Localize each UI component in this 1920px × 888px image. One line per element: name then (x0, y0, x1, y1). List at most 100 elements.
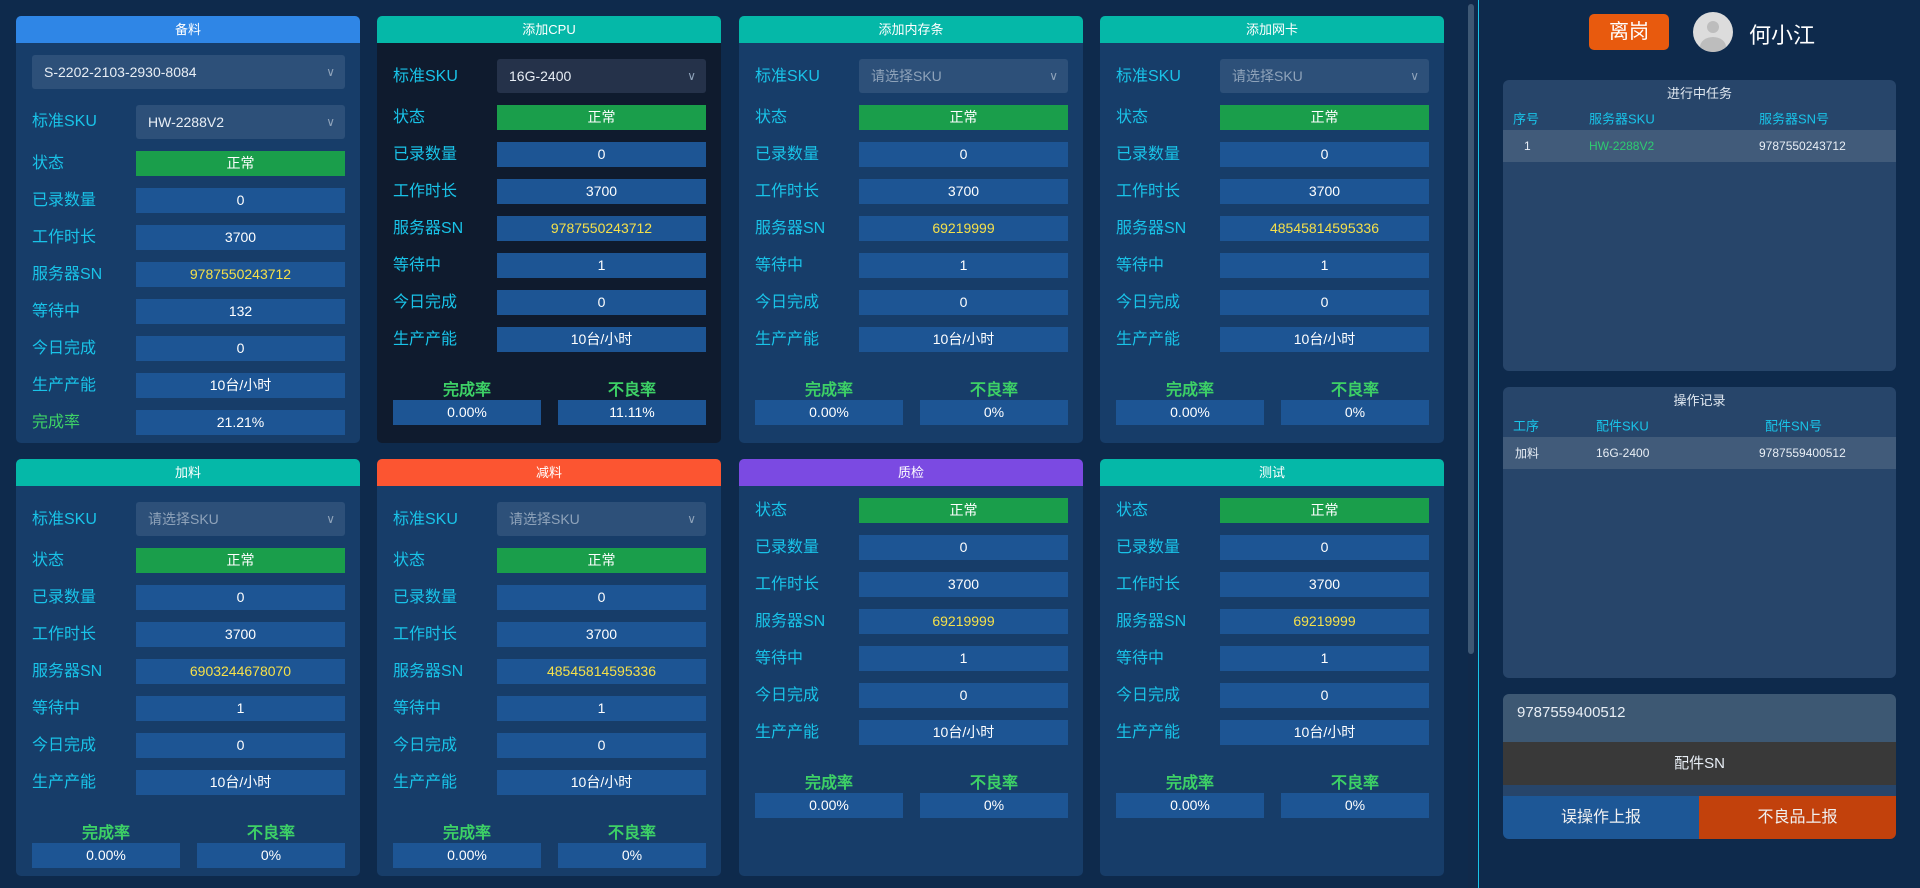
label-capacity: 生产产能 (1116, 724, 1181, 741)
sku-select[interactable]: 请选择SKU ∨ (136, 502, 345, 536)
label-done-today: 今日完成 (32, 340, 97, 357)
col-header: 服务器SN号 (1759, 111, 1830, 127)
label-status: 状态 (393, 552, 426, 569)
completion-value: 0.00% (755, 400, 903, 425)
value-server-sn: 69219999 (859, 216, 1068, 241)
value-server-sn: 9787550243712 (136, 262, 345, 287)
label-waiting: 等待中 (32, 303, 81, 320)
cell: 1 (1524, 139, 1531, 153)
value-server-sn: 6903244678070 (136, 659, 345, 684)
chevron-down-icon: ∨ (326, 512, 335, 526)
value-server-sn: 69219999 (859, 609, 1068, 634)
defect-value: 0% (197, 843, 345, 868)
leave-button[interactable]: 离岗 (1589, 14, 1669, 50)
label-server-sn: 服务器SN (755, 613, 826, 630)
col-header: 序号 (1513, 111, 1540, 127)
label-sku: 标准SKU (393, 511, 458, 528)
label-work-time: 工作时长 (32, 229, 97, 246)
label-done-today: 今日完成 (32, 737, 97, 754)
label-status: 状态 (755, 109, 788, 126)
defect-report-button[interactable]: 不良品上报 (1699, 796, 1896, 839)
serial-select[interactable]: S-2202-2103-2930-8084 ∨ (32, 55, 345, 89)
completion-label: 完成率 (804, 382, 853, 399)
label-recorded: 已录数量 (32, 192, 97, 209)
label-recorded: 已录数量 (32, 589, 97, 606)
value-status: 正常 (1220, 105, 1429, 130)
value-recorded: 0 (1220, 535, 1429, 560)
label-work-time: 工作时长 (393, 626, 458, 643)
part-sn-button[interactable]: 配件SN (1503, 742, 1896, 785)
card-header: 备料 (16, 16, 360, 43)
completion-label: 完成率 (81, 825, 130, 842)
label-work-time: 工作时长 (755, 183, 820, 200)
label-sku: 标准SKU (32, 511, 97, 528)
part-sn-input[interactable]: 9787559400512 (1503, 694, 1896, 742)
station-card[interactable]: 备料 S-2202-2103-2930-8084 ∨ 标准SKU HW-2288V2 ∨ 状… (16, 16, 360, 443)
value-status: 正常 (1220, 498, 1429, 523)
records-panel: 操作记录 工序 配件SKU 配件SN号 加料 16G-2400 97875594… (1503, 387, 1896, 678)
label-work-time: 工作时长 (393, 183, 458, 200)
value-status: 正常 (859, 105, 1068, 130)
label-work-time: 工作时长 (1116, 183, 1181, 200)
scrollbar-thumb[interactable] (1468, 4, 1474, 654)
value-done-today: 0 (497, 290, 706, 315)
station-card[interactable]: 添加CPU 标准SKU 16G-2400 ∨ 状态 正常 已录数量 0 工作时长 3700 服务器S… (377, 16, 721, 443)
defect-value: 11.11% (558, 400, 706, 425)
value-done-today: 0 (859, 683, 1068, 708)
value-work-time: 3700 (859, 572, 1068, 597)
label-recorded: 已录数量 (393, 146, 458, 163)
label-server-sn: 服务器SN (1116, 220, 1187, 237)
tasks-title: 进行中任务 (1666, 86, 1732, 101)
label-waiting: 等待中 (1116, 257, 1165, 274)
defect-value: 0% (1281, 400, 1429, 425)
station-card[interactable]: 减料 标准SKU 请选择SKU ∨ 状态 正常 已录数量 0 工作时长 3700 服务器SN 4854… (377, 459, 721, 876)
card-header: 减料 (377, 459, 721, 486)
chevron-down-icon: ∨ (687, 512, 696, 526)
table-row[interactable]: 1 HW-2288V2 9787550243712 (1503, 130, 1896, 162)
cell: 加料 (1515, 446, 1540, 461)
station-card[interactable]: 质检 状态 正常 已录数量 0 工作时长 3700 服务器SN 69219999 等待中 1 今日完成… (739, 459, 1083, 876)
value-completion: 21.21% (136, 410, 345, 435)
value-done-today: 0 (136, 336, 345, 361)
defect-label: 不良率 (969, 382, 1018, 399)
value-capacity: 10台/小时 (859, 720, 1068, 745)
label-server-sn: 服务器SN (32, 663, 103, 680)
sku-select[interactable]: 请选择SKU ∨ (1220, 59, 1429, 93)
completion-value: 0.00% (1116, 400, 1264, 425)
sku-select[interactable]: 请选择SKU ∨ (497, 502, 706, 536)
sku-select-value: 请选择SKU (871, 68, 942, 84)
station-card[interactable]: 测试 状态 正常 已录数量 0 工作时长 3700 服务器SN 69219999 等待中 1 今日完成… (1100, 459, 1444, 876)
defect-label: 不良率 (969, 775, 1018, 792)
label-recorded: 已录数量 (393, 589, 458, 606)
value-waiting: 1 (497, 696, 706, 721)
value-recorded: 0 (1220, 142, 1429, 167)
value-waiting: 1 (136, 696, 345, 721)
value-capacity: 10台/小时 (136, 373, 345, 398)
defect-label: 不良率 (607, 382, 656, 399)
chevron-down-icon: ∨ (687, 69, 696, 83)
value-waiting: 1 (497, 253, 706, 278)
label-waiting: 等待中 (1116, 650, 1165, 667)
label-capacity: 生产产能 (755, 331, 820, 348)
avatar[interactable] (1693, 12, 1733, 52)
defect-label: 不良率 (1330, 775, 1379, 792)
label-capacity: 生产产能 (32, 774, 97, 791)
sku-select[interactable]: HW-2288V2 ∨ (136, 105, 345, 139)
label-sku: 标准SKU (393, 68, 458, 85)
value-done-today: 0 (136, 733, 345, 758)
table-row[interactable]: 加料 16G-2400 9787559400512 (1503, 437, 1896, 469)
cell: HW-2288V2 (1589, 139, 1655, 153)
scrollbar[interactable] (1468, 0, 1475, 888)
label-sku: 标准SKU (32, 113, 97, 130)
value-work-time: 3700 (497, 179, 706, 204)
completion-value: 0.00% (393, 843, 541, 868)
station-card[interactable]: 添加内存条 标准SKU 请选择SKU ∨ 状态 正常 已录数量 0 工作时长 3700 服务器SN 6… (739, 16, 1083, 443)
label-status: 状态 (1116, 502, 1149, 519)
station-card[interactable]: 添加网卡 标准SKU 请选择SKU ∨ 状态 正常 已录数量 0 工作时长 3700 服务器SN 48… (1100, 16, 1444, 443)
value-status: 正常 (136, 548, 345, 573)
sku-select[interactable]: 16G-2400 ∨ (497, 59, 706, 93)
sku-select[interactable]: 请选择SKU ∨ (859, 59, 1068, 93)
label-status: 状态 (755, 502, 788, 519)
station-card[interactable]: 加料 标准SKU 请选择SKU ∨ 状态 正常 已录数量 0 工作时长 3700 服务器SN 6903… (16, 459, 360, 876)
misoperation-report-button[interactable]: 误操作上报 (1503, 796, 1699, 839)
